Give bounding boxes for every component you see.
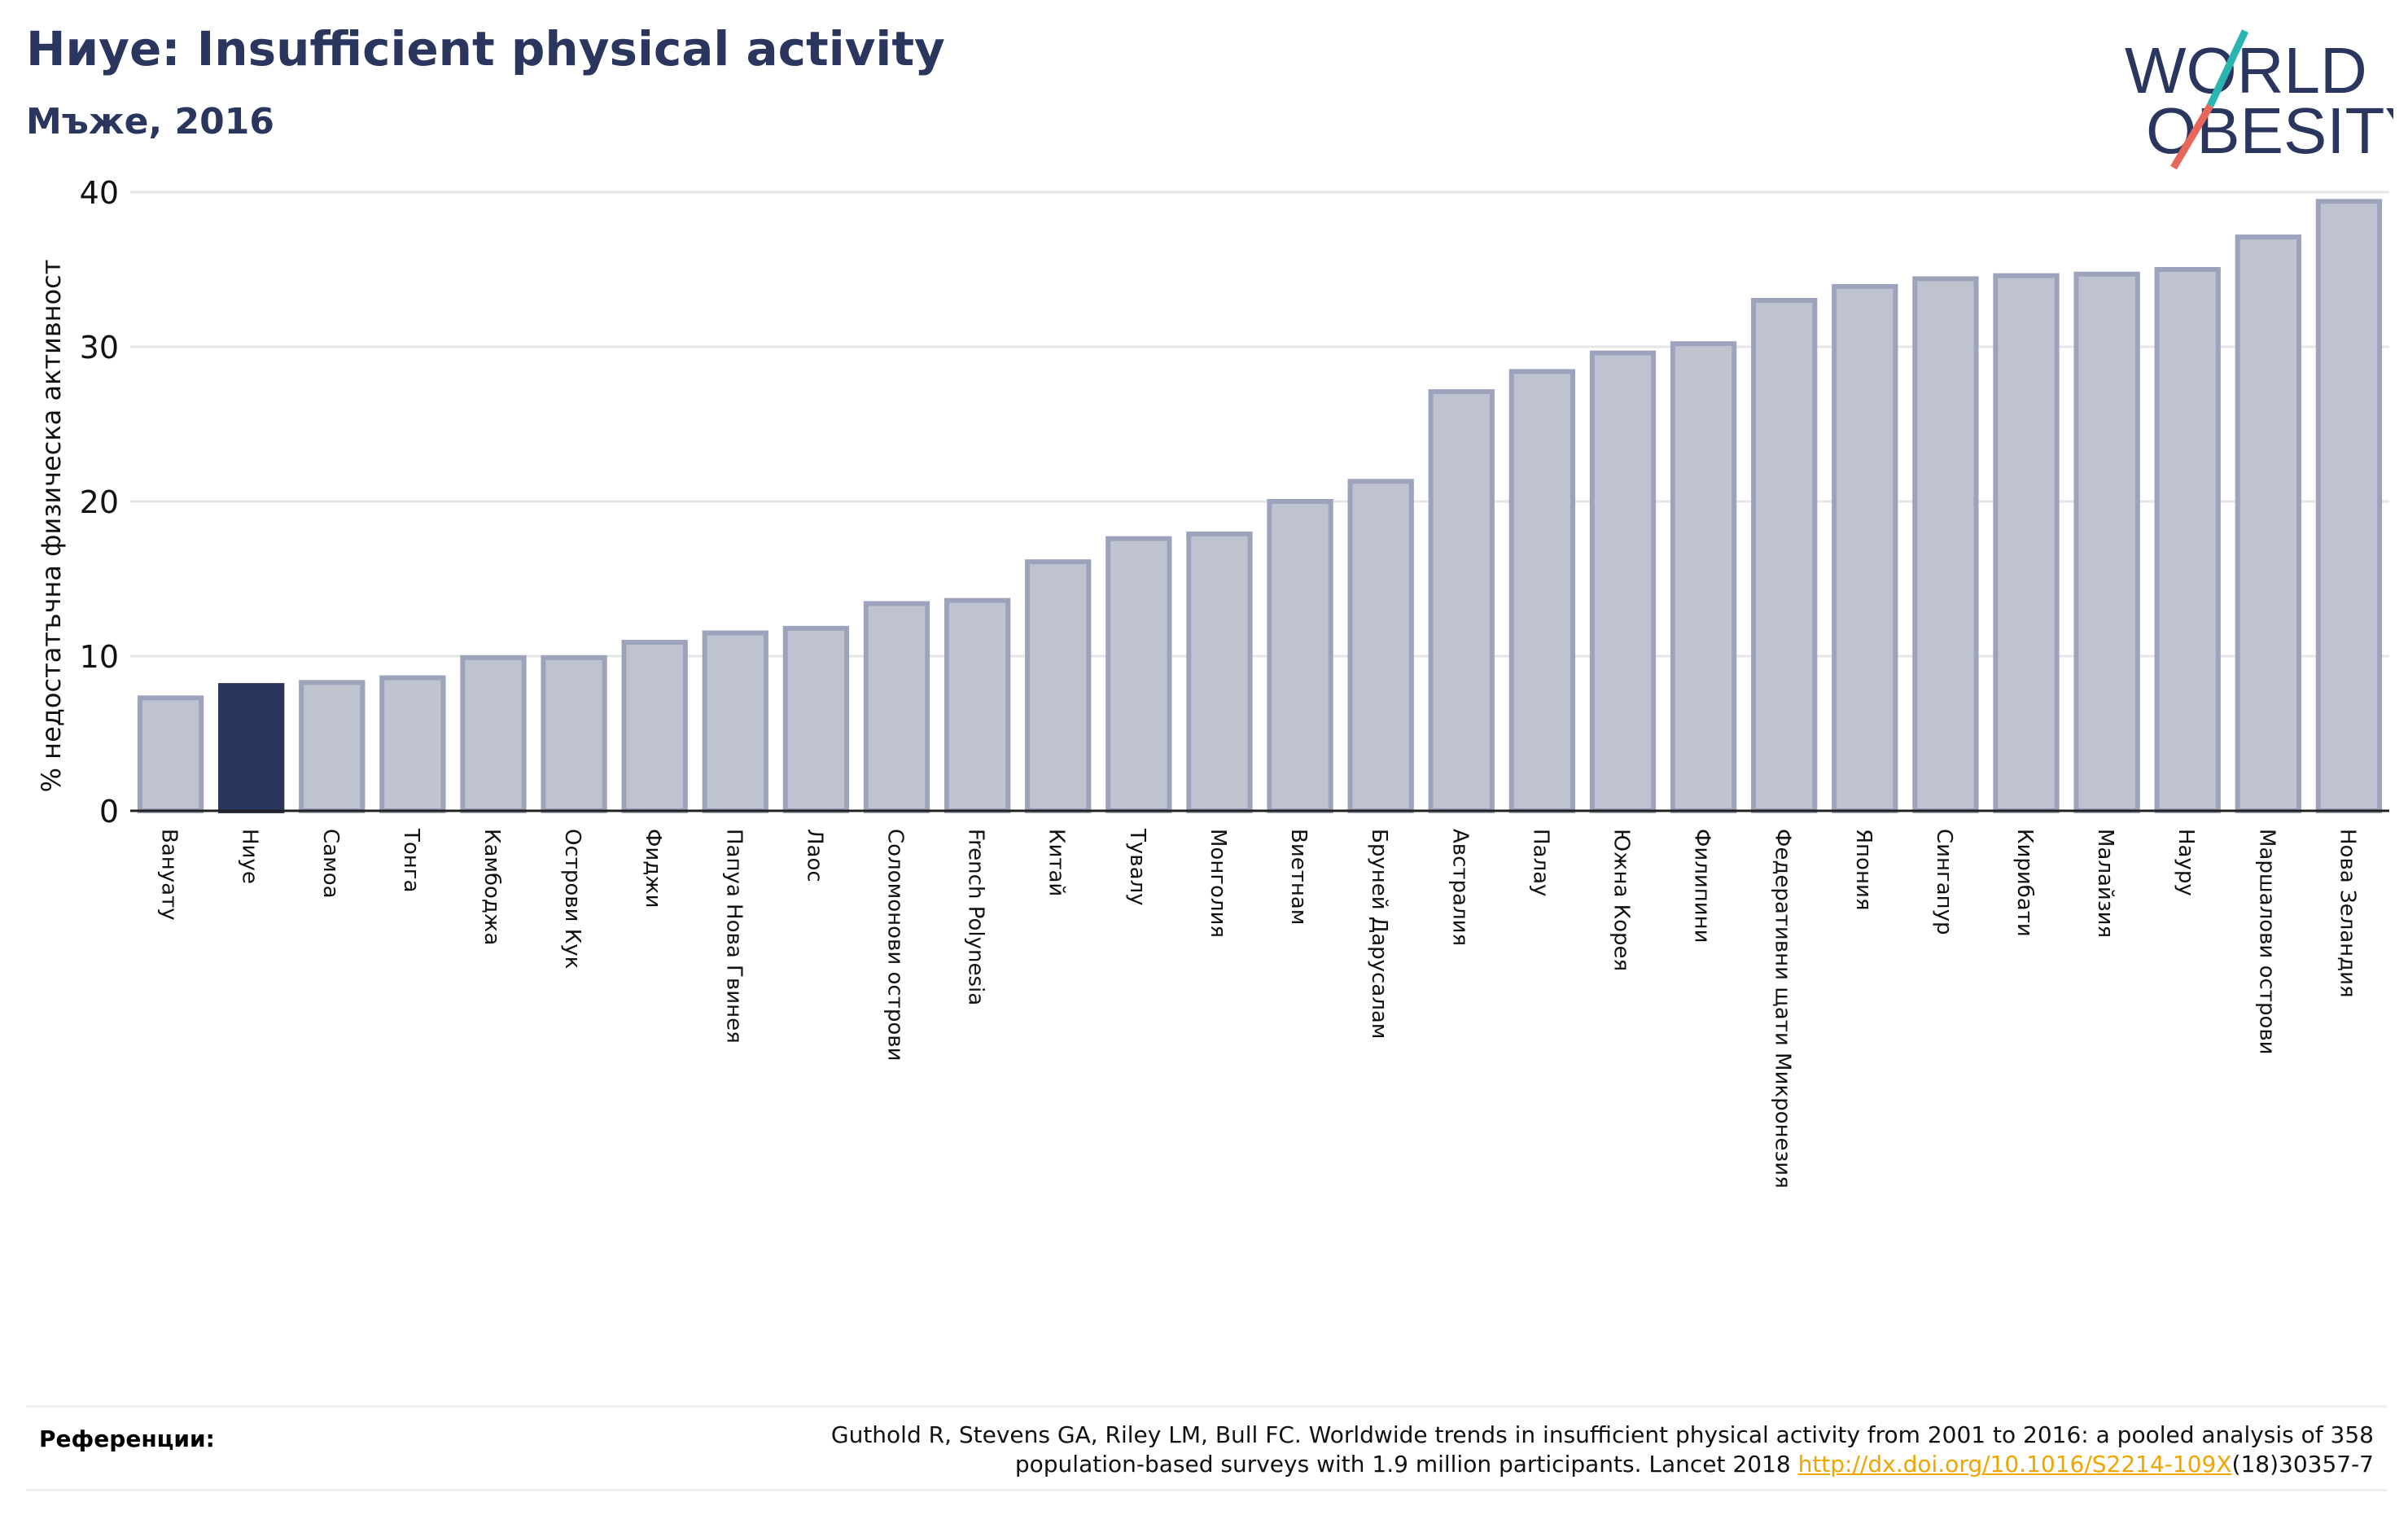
- bar-15: [1267, 499, 1333, 813]
- bar-21: [1751, 298, 1818, 813]
- bar-18: [1508, 369, 1576, 813]
- x-tick-label: Южна Корея: [1609, 829, 1633, 971]
- bar-14: [1186, 531, 1253, 814]
- x-tick-label: Палау: [1528, 829, 1552, 896]
- x-tick-label: French Polynesia: [964, 829, 988, 1005]
- bar-5: [460, 655, 527, 814]
- x-tick-label: Самоа: [318, 829, 343, 899]
- x-tick-label: Монголия: [1206, 829, 1230, 938]
- bar-chart: 0 10 20 30 40 Вануату Ниуе Самоа Тонга Камбоджа О…: [36, 175, 2389, 1189]
- bar-12: [1025, 559, 1092, 813]
- references-line-2: population-based surveys with 1.9 millio…: [664, 1450, 2374, 1479]
- x-tick-label: Тонга: [399, 828, 423, 892]
- bar-22: [1832, 283, 1898, 813]
- bar-8: [702, 630, 768, 813]
- y-tick-label: 40: [80, 175, 119, 211]
- x-tick-label: Нова Зеландия: [2335, 829, 2359, 998]
- references-line-1: Guthold R, Stevens GA, Riley LM, Bull FC…: [830, 1421, 2374, 1448]
- bar-25: [2073, 271, 2140, 813]
- bars: [137, 199, 2383, 814]
- bar-19: [1589, 350, 1657, 814]
- x-tick-label: Науру: [2174, 829, 2198, 896]
- x-tick-label: Япония: [1851, 829, 1876, 911]
- x-tick-label: Маршалови острови: [2254, 829, 2279, 1055]
- y-axis-label: % недостатъчна физическа активност: [36, 260, 67, 793]
- x-tick-label: Филипини: [1690, 829, 1714, 944]
- x-tick-label: Фиджи: [641, 829, 665, 908]
- bar-9: [782, 625, 850, 813]
- bar-17: [1428, 389, 1495, 814]
- bar-26: [2154, 267, 2221, 813]
- bar-27: [2235, 234, 2301, 814]
- x-tick-label: Федеративни щати Микронезия: [1771, 829, 1795, 1189]
- bar-6: [541, 655, 607, 814]
- world-obesity-logo: WORLD OBESITY: [2125, 29, 2393, 170]
- references-text: Guthold R, Stevens GA, Riley LM, Bull FC…: [664, 1421, 2374, 1479]
- bar-4: [379, 675, 446, 813]
- x-tick-label: Малайзия: [2093, 829, 2117, 938]
- x-tick-label: Ниуе: [238, 829, 262, 884]
- logo-slash-bottom: [2170, 103, 2213, 170]
- x-tick-label: Кирибати: [2012, 829, 2037, 937]
- x-tick-label: Острови Кук: [560, 829, 584, 969]
- logo-slash-top: [2206, 29, 2249, 107]
- bar-20: [1670, 341, 1737, 813]
- x-tick-label: Сингапур: [1932, 829, 1956, 935]
- references-panel: Референции: Guthold R, Stevens GA, Riley…: [26, 1405, 2387, 1491]
- references-line-2-prefix: population-based surveys with 1.9 millio…: [1014, 1451, 1798, 1478]
- x-tick-label: Бруней Дарусалам: [1367, 829, 1391, 1039]
- bar-2: [218, 683, 285, 813]
- x-tick-label: Папуа Нова Гвинея: [721, 829, 746, 1044]
- y-tick-label: 30: [80, 330, 119, 366]
- x-tick-labels: Вануату Ниуе Самоа Тонга Камбоджа Острови Кук…: [157, 828, 2360, 1189]
- bar-10: [863, 601, 930, 814]
- logo-text-obesity: OBESITY: [2146, 94, 2393, 167]
- bar-1: [137, 695, 204, 813]
- bar-7: [621, 639, 688, 814]
- bar-3: [299, 680, 366, 813]
- bar-28: [2315, 199, 2383, 813]
- references-line-2-suffix: (18)30357-7: [2231, 1451, 2374, 1478]
- x-tick-label: Тувалу: [1125, 828, 1149, 906]
- bar-11: [943, 598, 1011, 813]
- chart-subtitle: Мъже, 2016: [26, 101, 274, 142]
- references-doi-link[interactable]: http://dx.doi.org/10.1016/S2214-109X: [1797, 1451, 2232, 1478]
- x-tick-label: Соломонови острови: [883, 829, 908, 1061]
- x-tick-label: Лаос: [802, 829, 826, 882]
- x-tick-label: Камбоджа: [479, 829, 504, 945]
- references-label: Референции:: [39, 1425, 215, 1452]
- x-tick-label: Виетнам: [1286, 829, 1311, 925]
- y-tick-labels: 0 10 20 30 40: [80, 175, 119, 830]
- chart-title: Ниуе: Insufficient physical activity: [26, 21, 945, 77]
- x-tick-label: Китай: [1044, 829, 1069, 896]
- bar-24: [1993, 273, 2060, 814]
- bar-13: [1105, 536, 1172, 813]
- y-tick-label: 20: [80, 484, 119, 520]
- y-tick-label: 10: [80, 639, 119, 675]
- bar-23: [1912, 276, 1979, 813]
- x-tick-label: Австралия: [1447, 829, 1472, 946]
- logo-text-world: WORLD: [2125, 34, 2367, 107]
- x-tick-label: Вануату: [157, 829, 182, 921]
- y-tick-label: 0: [99, 794, 119, 830]
- bar-16: [1347, 479, 1414, 813]
